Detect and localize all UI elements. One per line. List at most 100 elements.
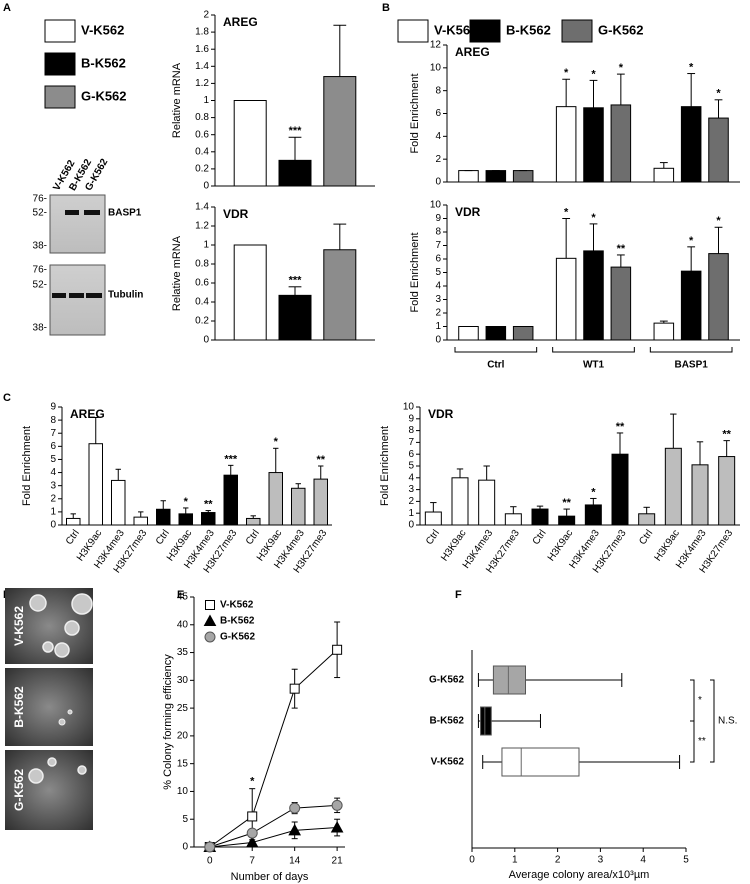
y-tick-label: 0.2 — [195, 164, 209, 175]
y-tick-label: 0 — [203, 335, 209, 346]
box — [492, 665, 526, 695]
y-tick-label: 7 — [435, 240, 441, 251]
y-tick-label: 0.4 — [195, 146, 209, 157]
bar — [178, 513, 193, 526]
y-tick-label: 0.6 — [195, 129, 209, 140]
western-blot: V-K562 B-K562 G-K562 76- 52- 38- BASP1 7… — [33, 157, 143, 336]
y-tick-label: 45 — [177, 592, 189, 603]
bar — [233, 244, 267, 341]
bar — [458, 170, 479, 183]
legend-label: G-K562 — [220, 632, 255, 643]
series-line — [209, 804, 338, 848]
category-bracket — [454, 347, 538, 353]
bar — [111, 479, 126, 526]
panel-label: C — [3, 392, 11, 404]
bar — [558, 515, 576, 526]
y-tick-label: 1.2 — [195, 78, 209, 89]
y-tick-label: 7 — [408, 437, 414, 448]
y-tick-label: 3 — [435, 294, 441, 305]
y-tick-label: 0 — [435, 335, 441, 346]
bar — [278, 294, 312, 341]
y-tick-label: 30 — [177, 675, 189, 686]
y-tick-label: 20 — [177, 731, 189, 742]
box — [501, 747, 580, 777]
legend-label: V-K562 — [81, 22, 124, 37]
significance: * — [250, 776, 255, 788]
bar — [584, 504, 602, 526]
y-axis-label: Fold Enrichment — [379, 426, 391, 506]
colonies — [58, 709, 73, 726]
blot-band — [52, 293, 66, 298]
x-tick-label: 2 — [555, 855, 561, 866]
bar — [708, 253, 729, 341]
bar — [268, 472, 283, 526]
bar — [201, 512, 216, 526]
x-tick-label: Ctrl — [424, 528, 442, 547]
y-axis-label: % Colony forming efficiency — [162, 654, 174, 790]
significance: * — [591, 68, 596, 80]
chart-title: VDR — [455, 205, 481, 219]
significance: * — [716, 88, 721, 100]
bar — [512, 170, 534, 183]
x-tick-label: 7 — [249, 856, 255, 867]
x-tick-label: 4 — [640, 855, 646, 866]
bar — [485, 326, 507, 341]
y-tick-label: 0 — [408, 520, 414, 531]
bar — [691, 464, 709, 526]
mw-marker: 52- — [33, 208, 47, 219]
bar — [485, 170, 507, 183]
bar — [653, 322, 675, 341]
y-tick-label: 1.2 — [195, 221, 209, 232]
x-tick-label: Ctrl — [531, 528, 549, 547]
bar — [323, 249, 357, 341]
y-tick-label: 6 — [435, 108, 441, 119]
y-tick-label: 40 — [177, 619, 189, 630]
y-tick-label: 1.6 — [195, 44, 209, 55]
significance: ** — [722, 429, 731, 441]
y-tick-label: 0.2 — [195, 316, 209, 327]
y-tick-label: 5 — [182, 814, 188, 825]
y-tick-label: 5 — [408, 461, 414, 472]
y-tick-label: 10 — [403, 402, 415, 413]
y-tick-label: 0 — [203, 181, 209, 192]
x-tick-label: 14 — [289, 856, 301, 867]
legend-swatch — [44, 19, 76, 43]
bar — [664, 447, 682, 526]
bar — [610, 104, 632, 183]
bar — [323, 76, 357, 187]
y-tick-label: 4 — [408, 472, 414, 483]
panel-label: A — [3, 2, 11, 14]
bar — [291, 487, 306, 526]
y-tick-label: 5 — [435, 267, 441, 278]
y-tick-label: 8 — [50, 415, 56, 426]
data-point — [289, 802, 301, 814]
y-axis-label: Relative mRNA — [171, 235, 183, 311]
y-tick-label: 4 — [435, 281, 441, 292]
mw-marker: 76- — [33, 194, 47, 205]
category-bracket — [552, 347, 635, 353]
blot-band — [65, 210, 79, 215]
significance: * — [619, 62, 624, 74]
significance-bracket — [690, 679, 695, 722]
data-point — [288, 823, 302, 836]
y-tick-label: 2 — [408, 496, 414, 507]
bar — [88, 443, 103, 526]
bar — [583, 107, 604, 183]
data-point — [247, 811, 258, 822]
significance: * — [698, 695, 702, 706]
x-tick-label: 0 — [207, 856, 213, 867]
panel-label: E — [177, 589, 184, 601]
legend-swatch — [397, 19, 429, 43]
x-axis-label: Number of days — [231, 871, 309, 883]
data-point — [204, 841, 216, 853]
bar — [583, 250, 604, 341]
significance: ** — [698, 736, 706, 747]
chart-title: AREG — [70, 407, 105, 421]
y-tick-label: G-K562 — [429, 675, 464, 686]
y-axis-label: Relative mRNA — [171, 62, 183, 138]
mw-marker: 76- — [33, 265, 47, 276]
y-tick-label: 9 — [435, 213, 441, 224]
blot-band — [69, 293, 84, 298]
x-tick-label: 3 — [598, 855, 604, 866]
y-tick-label: 10 — [177, 786, 189, 797]
